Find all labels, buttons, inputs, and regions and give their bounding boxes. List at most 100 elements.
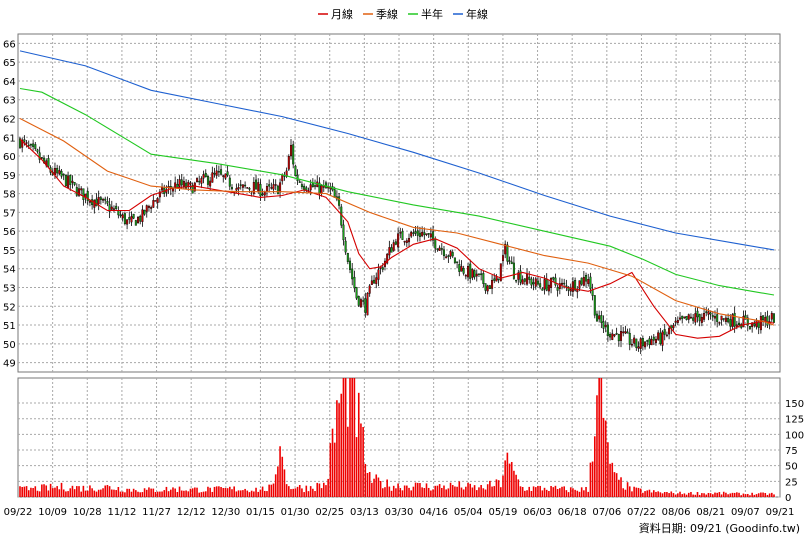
candle-body <box>97 196 100 205</box>
candle-body <box>477 273 480 275</box>
volume-bar <box>449 482 452 497</box>
volume-bar <box>56 486 58 497</box>
volume-bar <box>635 487 638 497</box>
volume-bar <box>73 489 76 497</box>
volume-bar <box>318 483 321 497</box>
volume-bar <box>32 488 34 497</box>
volume-bar <box>231 489 233 497</box>
volume-bar <box>288 486 290 497</box>
volume-bar <box>194 487 196 497</box>
candle-body <box>156 198 159 203</box>
volume-bar <box>648 489 651 497</box>
volume-bar <box>303 492 305 497</box>
volume-bar <box>757 493 760 497</box>
volume-bar <box>565 490 568 497</box>
candle-body <box>482 273 485 284</box>
volume-bar <box>559 488 561 497</box>
candle-body <box>497 278 500 280</box>
volume-bar <box>760 492 762 497</box>
volume-bar <box>580 487 583 497</box>
volume-bar <box>657 491 659 497</box>
volume-bar <box>694 494 697 497</box>
candle-body <box>196 178 199 183</box>
volume-bar <box>248 492 251 497</box>
volume-bar <box>545 489 548 497</box>
candle-body <box>432 231 435 241</box>
candle-body <box>731 314 734 328</box>
volume-bar <box>434 485 437 497</box>
candle-body <box>508 260 511 262</box>
candle-body <box>593 295 596 316</box>
volume-bar <box>292 488 294 497</box>
volume-bar <box>159 491 161 497</box>
volume-bar <box>725 492 727 497</box>
candle-body <box>88 200 91 203</box>
volume-bar <box>414 482 417 497</box>
volume-bar <box>572 488 574 497</box>
candle-body <box>263 192 266 196</box>
volume-bar <box>454 486 456 497</box>
volume-bar <box>443 485 445 497</box>
candle-body <box>112 208 115 210</box>
candle-body <box>515 279 518 282</box>
volume-bar <box>301 488 303 497</box>
candle-body <box>679 317 682 320</box>
candle-body <box>180 179 183 186</box>
volume-bar <box>226 488 229 497</box>
volume-bar <box>569 487 572 497</box>
volume-bar <box>49 483 52 497</box>
candle-body <box>368 285 371 294</box>
volume-bar <box>406 485 408 497</box>
candle-body <box>224 173 227 179</box>
candle-body <box>239 184 242 186</box>
volume-bar <box>613 472 616 497</box>
candle-body <box>423 232 426 236</box>
volume-bar <box>720 494 723 497</box>
volume-bar <box>604 420 607 497</box>
volume-bar <box>733 492 736 497</box>
volume-bar <box>355 437 358 497</box>
volume-bar <box>401 490 404 497</box>
volume-tick-label: 100 <box>785 430 804 441</box>
volume-bar <box>364 463 367 497</box>
volume-bar <box>360 423 362 497</box>
candle-body <box>696 310 699 318</box>
volume-bar <box>493 486 496 497</box>
volume-bar <box>668 493 670 497</box>
candle-body <box>567 286 570 291</box>
candle-body <box>193 182 196 192</box>
volume-bar <box>491 486 493 497</box>
price-tick-label: 59 <box>3 171 16 182</box>
volume-bar <box>534 487 537 497</box>
volume-bar <box>347 426 349 497</box>
volume-bar <box>174 488 176 497</box>
volume-bar <box>591 461 594 497</box>
volume-bar <box>423 488 426 497</box>
volume-bar <box>309 486 312 497</box>
candle-body <box>462 268 465 274</box>
candle-body <box>705 311 708 313</box>
volume-bar <box>650 492 653 497</box>
volume-bar <box>119 491 122 497</box>
x-tick-label: 09/07 <box>731 507 760 518</box>
candle-body <box>589 276 592 289</box>
volume-bar <box>371 482 373 497</box>
volume-bar <box>677 493 679 497</box>
volume-tick-label: 150 <box>785 399 804 410</box>
candle-body <box>425 233 428 235</box>
candle-body <box>519 270 522 283</box>
candle-body <box>279 182 282 193</box>
candle-body <box>25 142 28 144</box>
candle-body <box>287 155 290 170</box>
volume-bar <box>62 489 65 497</box>
candle-body <box>274 184 277 186</box>
volume-bar <box>578 491 581 497</box>
candle-body <box>561 282 564 285</box>
volume-bar <box>290 489 292 497</box>
volume-bar <box>611 462 614 497</box>
volume-bar <box>681 494 684 497</box>
volume-bar <box>705 494 708 497</box>
volume-bar <box>191 488 194 497</box>
volume-bar <box>598 378 600 497</box>
